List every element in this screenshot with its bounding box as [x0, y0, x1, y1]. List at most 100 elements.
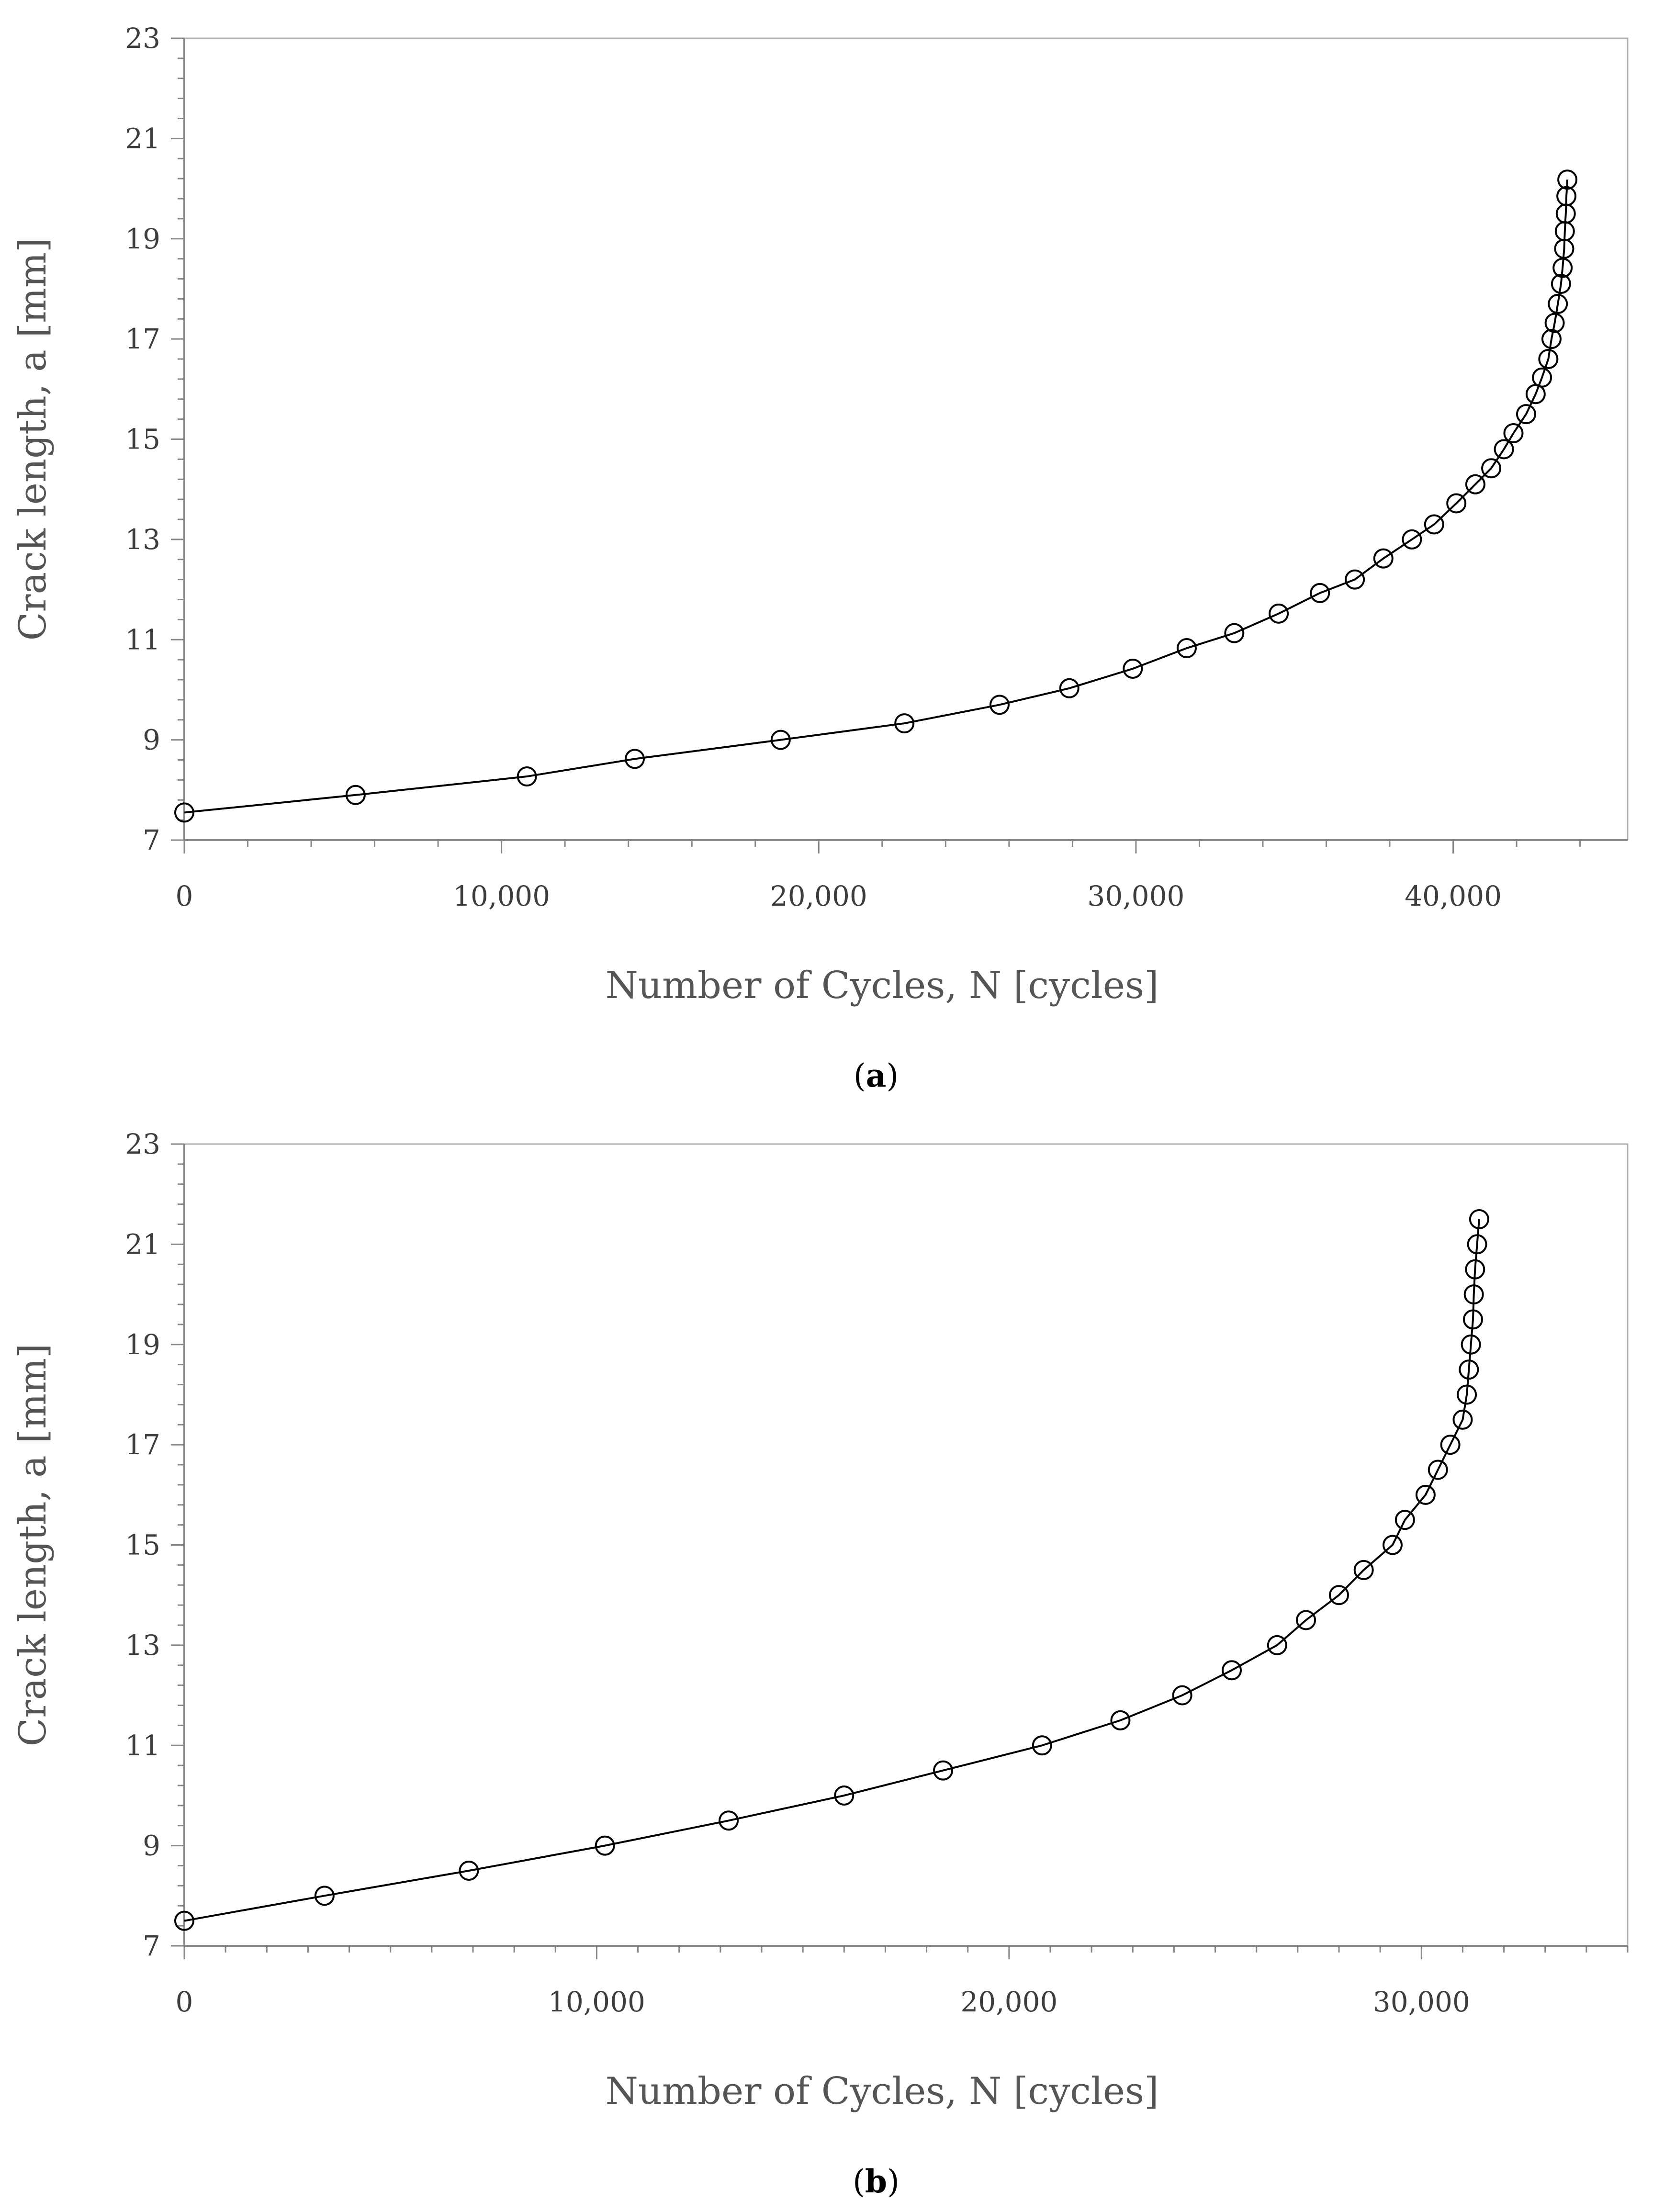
data-point-marker — [933, 1760, 954, 1781]
x-tick-label: 10,000 — [453, 880, 550, 912]
data-point-marker — [1481, 458, 1502, 479]
x-tick-label: 30,000 — [1373, 1986, 1470, 2018]
data-point-marker — [834, 1785, 855, 1806]
data-point-marker — [894, 713, 915, 734]
data-point-marker — [770, 730, 791, 750]
data-point-marker — [1541, 329, 1562, 349]
data-point-marker — [1373, 548, 1394, 569]
x-axis-title: Number of Cycles, N [cycles] — [606, 2070, 1159, 2113]
x-tick-label: 0 — [176, 1986, 193, 2018]
series-line — [184, 1219, 1480, 1922]
y-tick-label: 19 — [125, 223, 160, 255]
panel-label-open-paren: ( — [853, 2163, 865, 2200]
data-point-marker — [1538, 349, 1559, 369]
data-point-marker — [1310, 583, 1330, 603]
data-point-marker — [1267, 1635, 1287, 1655]
y-tick-label: 11 — [125, 623, 160, 656]
data-point-marker — [1516, 404, 1536, 425]
data-point-marker — [1503, 423, 1524, 443]
panel-label-close-paren: ) — [887, 2163, 900, 2200]
data-point-marker — [1544, 313, 1565, 333]
chart-a: 0 10,000 20,000 30,000 40,000 7 9 11 13 15 17 19 21 2… — [11, 22, 1629, 1094]
data-point-marker — [1465, 1259, 1485, 1280]
data-point-marker — [1452, 1409, 1473, 1430]
data-point-marker — [1382, 1535, 1403, 1555]
data-point-marker — [1446, 493, 1467, 514]
y-tick-label: 17 — [125, 1428, 160, 1461]
data-point-marker — [1428, 1460, 1448, 1480]
data-point-marker — [174, 802, 194, 823]
y-axis-title: Crack length, a [mm] — [11, 238, 55, 641]
y-tick-label: 19 — [125, 1328, 160, 1361]
panel-label-letter: b — [865, 2163, 887, 2200]
data-point-marker — [1462, 1309, 1483, 1330]
y-tick-label: 21 — [125, 1228, 160, 1260]
x-tick-label: 0 — [176, 880, 193, 912]
y-tick-label: 23 — [125, 22, 160, 55]
data-point-marker — [1556, 186, 1577, 206]
x-tick-label: 20,000 — [770, 880, 867, 912]
data-point-marker — [1469, 1209, 1489, 1230]
data-point-marker — [1467, 1234, 1487, 1255]
plot-frame — [184, 1143, 1629, 1946]
panel-label-close-paren: ) — [886, 1057, 899, 1094]
data-point-marker — [1463, 1284, 1484, 1305]
data-point-marker — [1424, 514, 1444, 535]
chart-b: 0 10,000 20,000 30,000 7 9 11 13 15 17 19 21 23 Numbe… — [11, 1128, 1629, 2200]
y-tick-label: 9 — [143, 1830, 160, 1862]
panel-label: (b) — [853, 2163, 900, 2200]
y-axis-title: Crack length, a [mm] — [11, 1344, 55, 1747]
data-point-marker — [1222, 1660, 1242, 1681]
y-tick-label: 17 — [125, 323, 160, 355]
y-tick-label: 9 — [143, 724, 160, 756]
x-tick-label: 40,000 — [1405, 880, 1502, 912]
data-point-marker — [1032, 1735, 1052, 1756]
y-tick-label: 23 — [125, 1128, 160, 1160]
data-point-marker — [1394, 1510, 1415, 1530]
data-point-marker — [1172, 1685, 1192, 1706]
y-tick-label: 7 — [143, 824, 160, 856]
y-tick-label: 11 — [125, 1729, 160, 1762]
data-point-marker — [1269, 603, 1289, 624]
panel-label-open-paren: ( — [854, 1057, 866, 1094]
data-point-marker — [1059, 678, 1080, 698]
y-tick-label: 15 — [125, 1529, 160, 1561]
y-tick-label: 15 — [125, 423, 160, 456]
data-point-marker — [1353, 1560, 1374, 1580]
data-point-marker — [1548, 293, 1568, 314]
data-point-marker — [595, 1835, 615, 1856]
y-tick-label: 13 — [125, 1629, 160, 1662]
data-point-marker — [314, 1886, 335, 1906]
data-point-marker — [1415, 1484, 1436, 1505]
x-tick-label: 30,000 — [1087, 880, 1184, 912]
data-point-marker — [1123, 658, 1143, 679]
data-point-marker — [989, 695, 1010, 715]
data-point-marker — [1110, 1710, 1131, 1730]
y-tick-label: 21 — [125, 122, 160, 155]
data-point-marker — [719, 1810, 739, 1831]
data-point-marker — [1465, 474, 1485, 494]
data-point-marker — [517, 766, 537, 787]
data-point-marker — [1457, 1384, 1477, 1405]
data-point-marker — [1552, 258, 1573, 278]
data-point-marker — [174, 1910, 194, 1931]
series-line — [184, 180, 1569, 814]
data-point-marker — [1494, 439, 1514, 460]
y-tick-label: 13 — [125, 523, 160, 556]
data-point-marker — [1224, 623, 1245, 643]
data-point-marker — [345, 785, 366, 805]
x-tick-label: 10,000 — [548, 1986, 645, 2018]
data-point-marker — [1551, 273, 1571, 294]
data-point-marker — [1296, 1610, 1316, 1630]
panel-label: (a) — [854, 1057, 899, 1094]
data-point-marker — [1329, 1585, 1349, 1606]
y-tick-label: 7 — [143, 1930, 160, 1962]
data-point-marker — [1461, 1334, 1481, 1355]
x-axis-title: Number of Cycles, N [cycles] — [606, 964, 1159, 1007]
data-point-marker — [1176, 638, 1197, 659]
data-point-marker — [1459, 1359, 1479, 1380]
plot-frame — [184, 37, 1629, 840]
data-point-marker — [1345, 569, 1365, 590]
data-point-marker — [1557, 169, 1578, 190]
data-point-marker — [624, 749, 645, 769]
